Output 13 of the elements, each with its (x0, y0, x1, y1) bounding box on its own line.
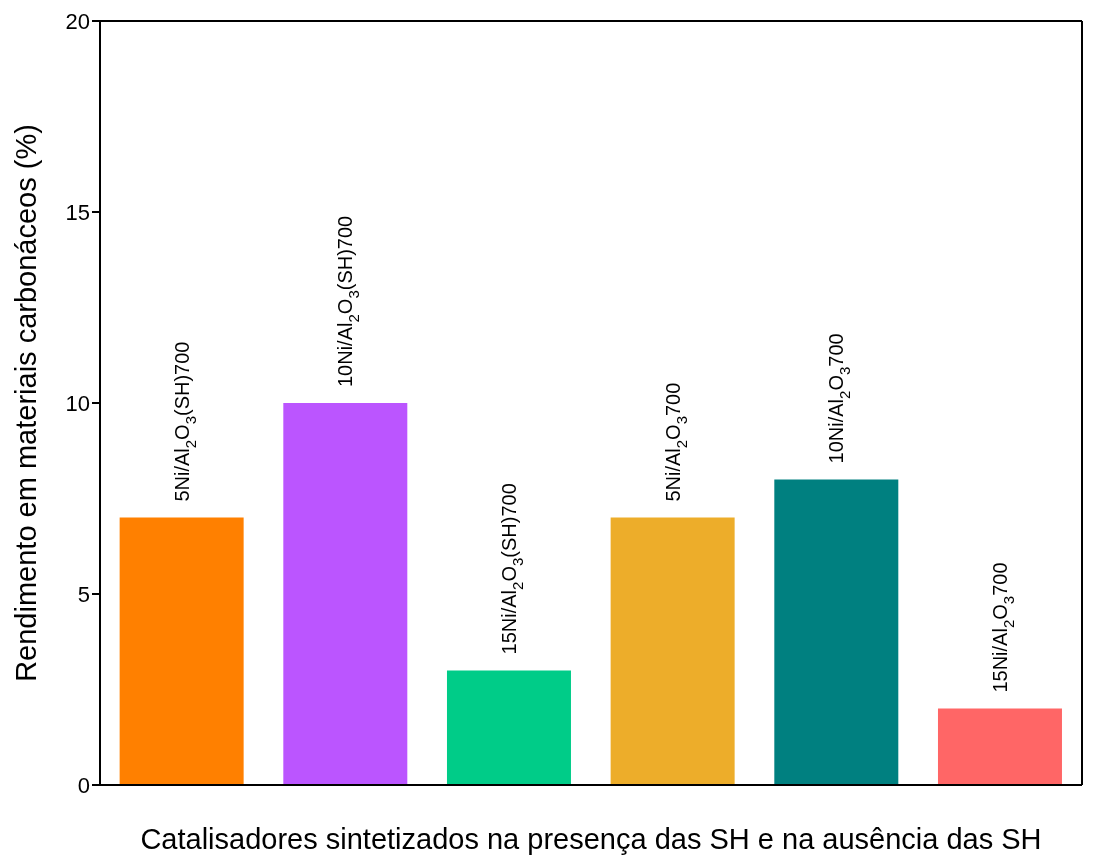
y-axis-title: Rendimento em materiais carbonáceos (%) (10, 124, 43, 682)
y-tick-label: 5 (77, 581, 90, 607)
y-tick-label: 0 (77, 772, 90, 798)
bar (937, 708, 1062, 785)
y-tick-label: 20 (65, 8, 90, 34)
bar (446, 670, 571, 785)
y-tick-label: 15 (65, 199, 90, 225)
x-axis-title: Catalisadores sintetizados na presença das SH e na ausência das SH (140, 823, 1042, 855)
bar (119, 517, 244, 785)
y-tick-label: 10 (65, 390, 90, 416)
bar (610, 517, 735, 785)
bar (283, 403, 408, 785)
bar (774, 479, 899, 785)
